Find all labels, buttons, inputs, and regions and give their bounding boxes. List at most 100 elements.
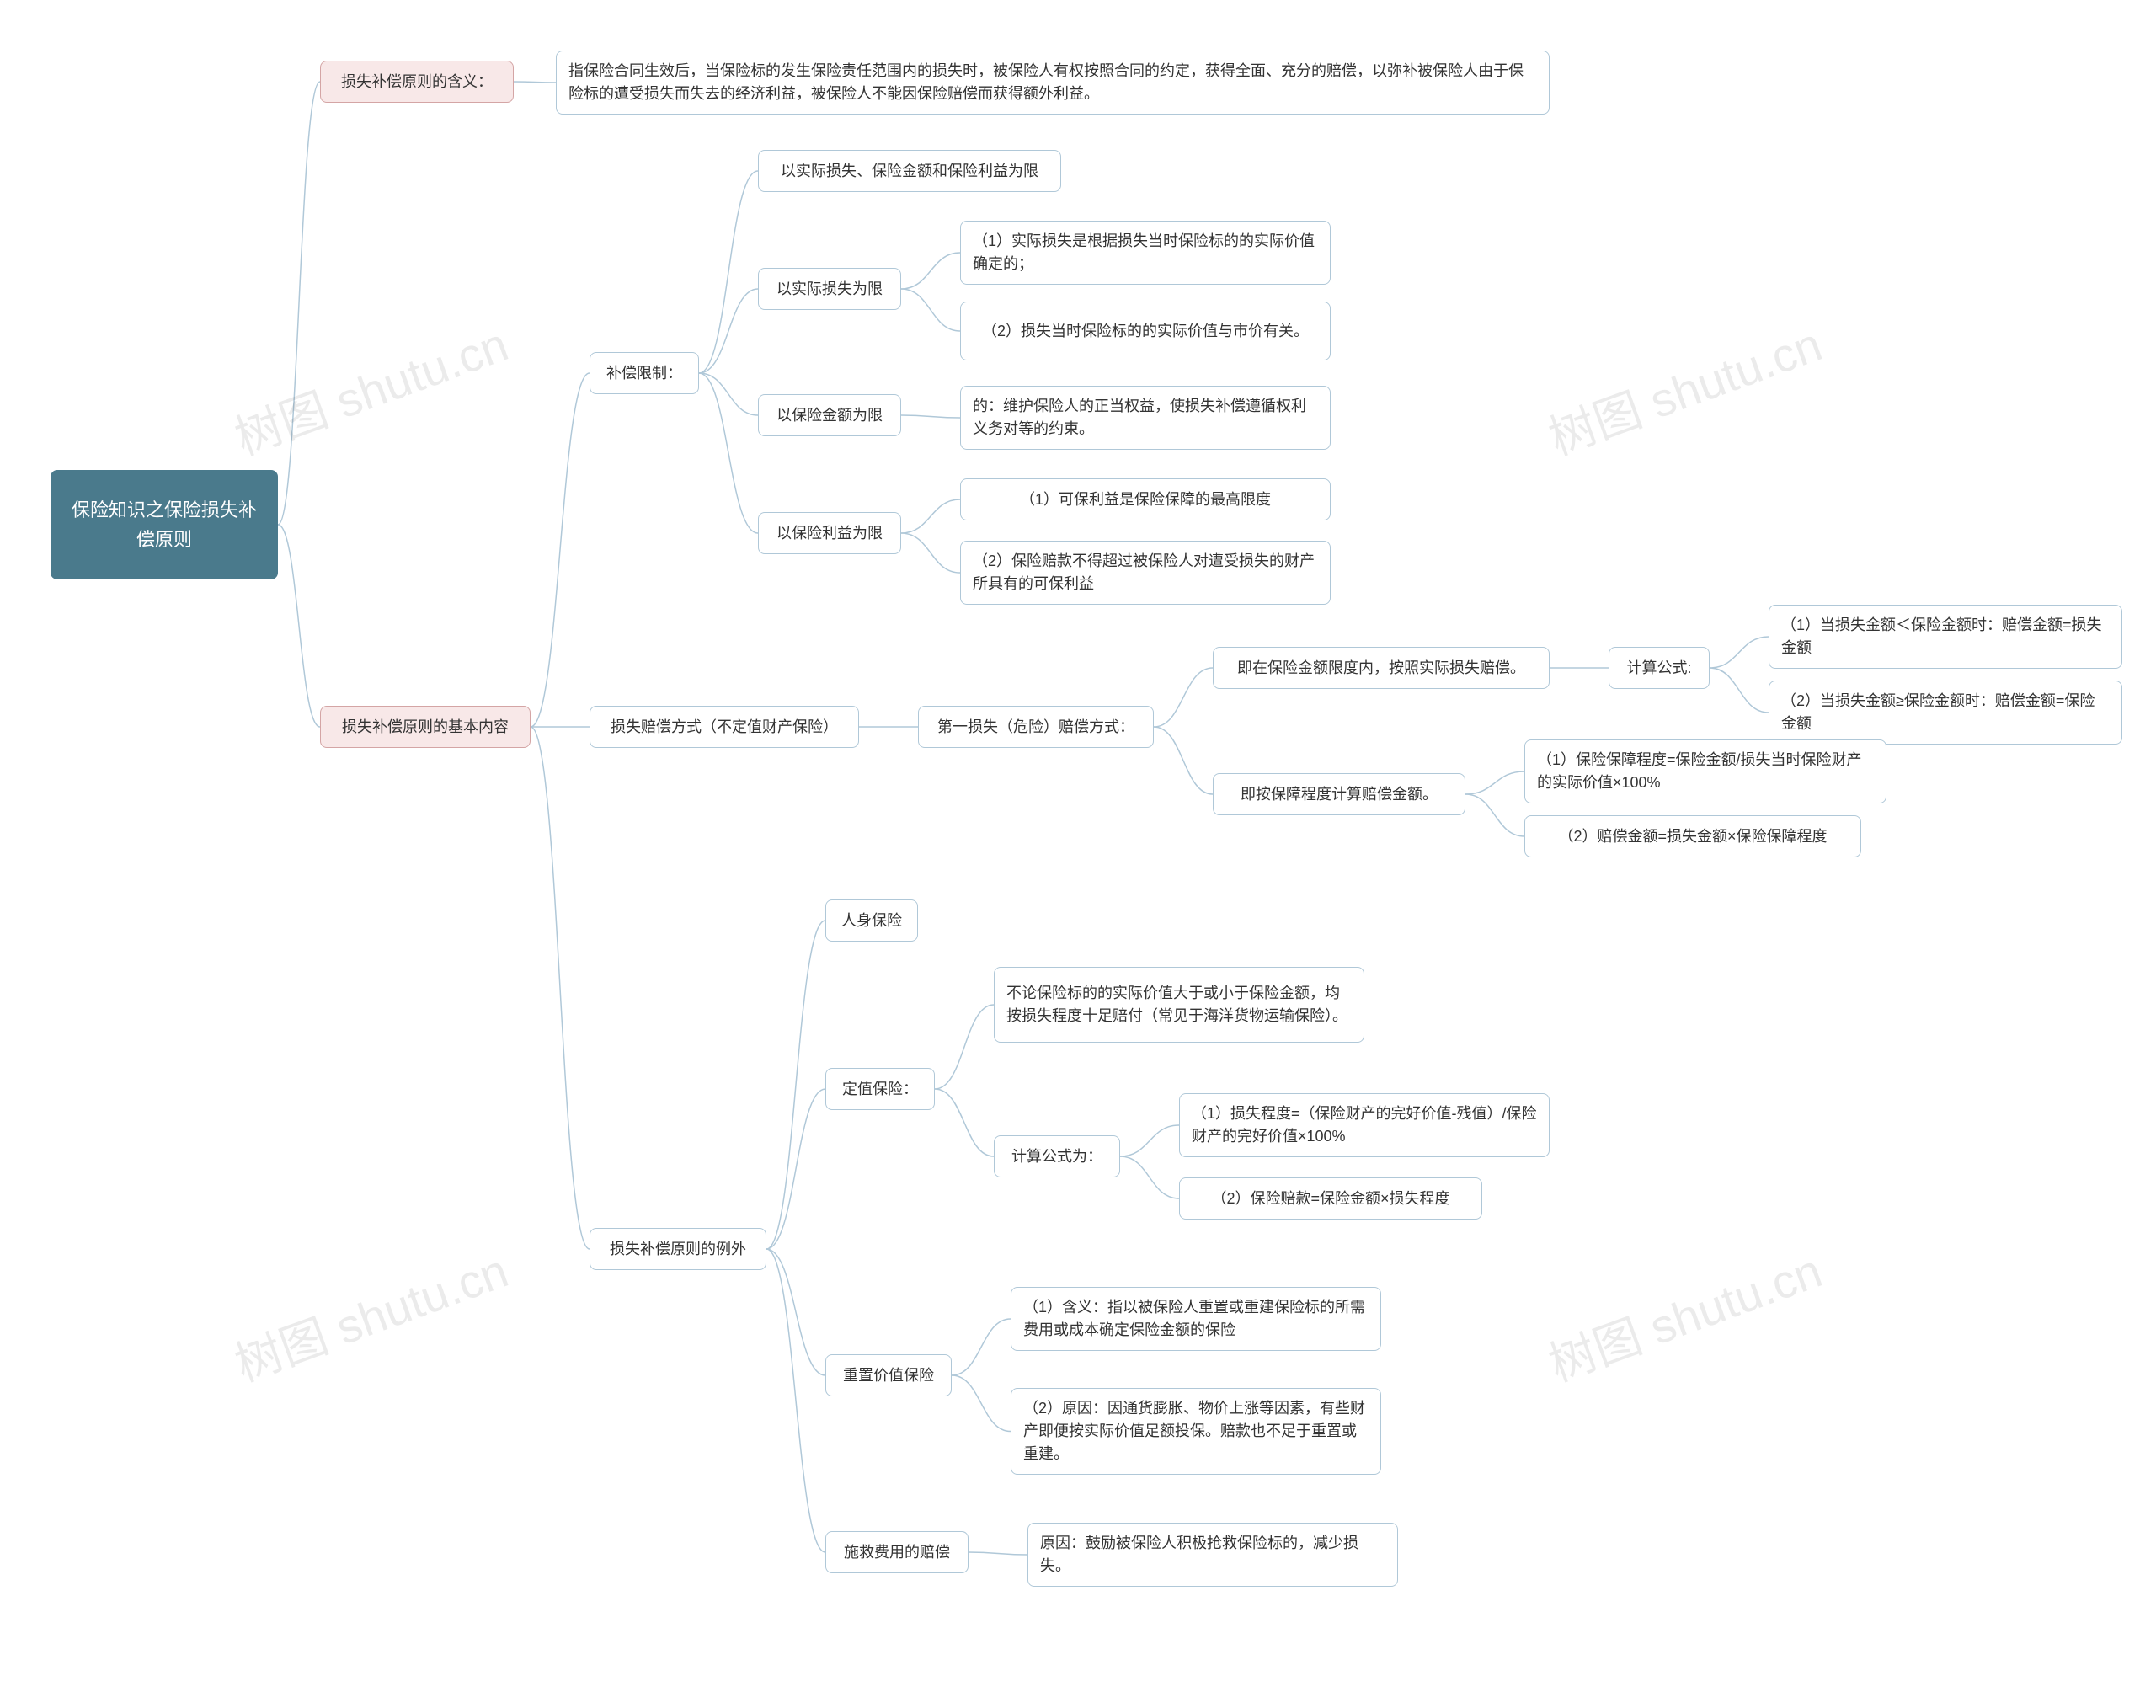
mindmap-node-c1d: 以保险利益为限: [758, 512, 901, 554]
edge: [699, 373, 758, 415]
edge: [766, 1249, 825, 1375]
node-label: （2）原因：因通货膨胀、物价上涨等因素，有些财产即便按实际价值足额投保。赔款也不…: [1023, 1397, 1369, 1465]
edge: [1154, 727, 1213, 794]
node-label: 计算公式为：: [1011, 1145, 1102, 1168]
edge: [531, 373, 590, 727]
node-label: （1）损失程度=（保险财产的完好价值-残值）/保险财产的完好价值×100%: [1192, 1102, 1537, 1148]
edge: [901, 253, 960, 289]
node-label: （2）保险赔款=保险金额×损失程度: [1211, 1188, 1449, 1210]
node-label: 以实际损失、保险金额和保险利益为限: [781, 160, 1038, 183]
node-label: （1）可保利益是保险保障的最高限度: [1020, 488, 1271, 511]
edge: [952, 1375, 1011, 1432]
edge: [935, 1005, 994, 1089]
edge: [766, 1249, 825, 1552]
mindmap-node-c1: 补偿限制：: [590, 352, 699, 394]
node-label: 以保险利益为限: [776, 522, 883, 545]
edge: [1465, 794, 1524, 836]
mindmap-node-c3b2b: （2）保险赔款=保险金额×损失程度: [1179, 1177, 1482, 1220]
mindmap-node-c3c1: （1）含义：指以被保险人重置或重建保险标的所需费用或成本确定保险金额的保险: [1011, 1287, 1381, 1351]
watermark: 树图 shutu.cn: [224, 307, 516, 468]
mindmap-node-c3: 损失补偿原则的例外: [590, 1228, 766, 1270]
edge: [1710, 668, 1769, 713]
node-label: 指保险合同生效后，当保险标的发生保险责任范围内的损失时，被保险人有权按照合同的约…: [568, 60, 1537, 105]
mindmap-node-c1c1: 的：维护保险人的正当权益，使损失补偿遵循权利义务对等的约束。: [960, 386, 1331, 450]
node-label: 重置价值保险: [843, 1364, 934, 1387]
mindmap-node-c2a1f1: （1）当损失金额＜保险金额时：赔偿金额=损失金额: [1769, 605, 2122, 669]
node-label: 损失补偿原则的例外: [610, 1238, 746, 1261]
edge: [514, 82, 556, 83]
node-label: （2）保险赔款不得超过被保险人对遭受损失的财产所具有的可保利益: [973, 550, 1318, 595]
edge: [699, 289, 758, 373]
edge: [1154, 668, 1213, 727]
edge: [531, 727, 590, 1249]
mindmap-node-c1b2: （2）损失当时保险标的的实际价值与市价有关。: [960, 302, 1331, 360]
mindmap-node-c2a2f1: （1）保险保障程度=保险金额/损失当时保险财产的实际价值×100%: [1524, 739, 1886, 803]
edge: [935, 1089, 994, 1156]
node-label: 补偿限制：: [606, 362, 682, 385]
node-label: 即按保障程度计算赔偿金额。: [1241, 783, 1438, 806]
node-label: （1）含义：指以被保险人重置或重建保险标的所需费用或成本确定保险金额的保险: [1023, 1296, 1369, 1342]
mindmap-node-b2: 损失补偿原则的基本内容: [320, 706, 531, 748]
edge: [901, 533, 960, 573]
node-label: 计算公式:: [1626, 657, 1691, 680]
watermark: 树图 shutu.cn: [224, 1233, 516, 1395]
node-label: 损失补偿原则的含义：: [341, 71, 493, 93]
mindmap-node-c3c2: （2）原因：因通货膨胀、物价上涨等因素，有些财产即便按实际价值足额投保。赔款也不…: [1011, 1388, 1381, 1475]
node-label: （1）当损失金额＜保险金额时：赔偿金额=损失金额: [1781, 614, 2110, 659]
node-label: （2）损失当时保险标的的实际价值与市价有关。: [982, 320, 1309, 343]
edge: [1710, 637, 1769, 668]
mindmap-node-c1c: 以保险金额为限: [758, 394, 901, 436]
mindmap-node-c1d2: （2）保险赔款不得超过被保险人对遭受损失的财产所具有的可保利益: [960, 541, 1331, 605]
edge: [1120, 1125, 1179, 1156]
mindmap-node-b1_desc: 指保险合同生效后，当保险标的发生保险责任范围内的损失时，被保险人有权按照合同的约…: [556, 51, 1550, 115]
mindmap-node-c1d1: （1）可保利益是保险保障的最高限度: [960, 478, 1331, 520]
watermark: 树图 shutu.cn: [1538, 307, 1830, 468]
node-label: 不论保险标的的实际价值大于或小于保险金额，均按损失程度十足赔付（常见于海洋货物运…: [1006, 982, 1352, 1027]
node-label: 即在保险金额限度内，按照实际损失赔偿。: [1237, 657, 1525, 680]
edge: [969, 1552, 1027, 1555]
node-label: 保险知识之保险损失补偿原则: [67, 495, 261, 554]
edge: [901, 289, 960, 331]
mindmap-node-root: 保险知识之保险损失补偿原则: [51, 470, 278, 579]
mindmap-node-c3b2a: （1）损失程度=（保险财产的完好价值-残值）/保险财产的完好价值×100%: [1179, 1093, 1550, 1157]
mindmap-node-c2a1f2: （2）当损失金额≥保险金额时：赔偿金额=保险金额: [1769, 681, 2122, 745]
node-label: 施救费用的赔偿: [844, 1541, 950, 1564]
mindmap-node-c3d: 施救费用的赔偿: [825, 1531, 969, 1573]
edge: [1465, 771, 1524, 794]
mindmap-node-c3a: 人身保险: [825, 899, 918, 942]
node-label: （2）当损失金额≥保险金额时：赔偿金额=保险金额: [1781, 690, 2110, 735]
node-label: 第一损失（危险）赔偿方式：: [937, 716, 1134, 739]
mindmap-node-c2: 损失赔偿方式（不定值财产保险）: [590, 706, 859, 748]
edge: [278, 525, 320, 727]
node-label: 以保险金额为限: [776, 404, 883, 427]
mindmap-node-c3b2: 计算公式为：: [994, 1135, 1120, 1177]
node-label: 原因：鼓励被保险人积极抢救保险标的，减少损失。: [1040, 1532, 1385, 1577]
mindmap-node-b1: 损失补偿原则的含义：: [320, 61, 514, 103]
node-label: 定值保险：: [842, 1078, 918, 1101]
mindmap-node-c2a2f2: （2）赔偿金额=损失金额×保险保障程度: [1524, 815, 1861, 857]
node-label: （2）赔偿金额=损失金额×保险保障程度: [1558, 825, 1827, 848]
edge: [699, 373, 758, 533]
edge: [1120, 1156, 1179, 1198]
edge: [278, 82, 320, 525]
edge: [766, 1089, 825, 1249]
edge: [901, 415, 960, 418]
node-label: 损失补偿原则的基本内容: [342, 716, 509, 739]
node-label: （1）实际损失是根据损失当时保险标的的实际价值确定的；: [973, 230, 1318, 275]
edge: [952, 1319, 1011, 1375]
mindmap-node-c2a2: 即按保障程度计算赔偿金额。: [1213, 773, 1465, 815]
edge: [901, 499, 960, 533]
edge: [699, 171, 758, 373]
watermark: 树图 shutu.cn: [1538, 1233, 1830, 1395]
mindmap-node-c2a: 第一损失（危险）赔偿方式：: [918, 706, 1154, 748]
mindmap-node-c1b1: （1）实际损失是根据损失当时保险标的的实际价值确定的；: [960, 221, 1331, 285]
mindmap-node-c3b1: 不论保险标的的实际价值大于或小于保险金额，均按损失程度十足赔付（常见于海洋货物运…: [994, 967, 1364, 1043]
mindmap-node-c3b: 定值保险：: [825, 1068, 935, 1110]
mindmap-node-c3d1: 原因：鼓励被保险人积极抢救保险标的，减少损失。: [1027, 1523, 1398, 1587]
mindmap-node-c2a1f: 计算公式:: [1609, 647, 1710, 689]
node-label: 人身保险: [841, 910, 902, 932]
mindmap-node-c3c: 重置价值保险: [825, 1354, 952, 1396]
node-label: 以实际损失为限: [776, 278, 883, 301]
node-label: 的：维护保险人的正当权益，使损失补偿遵循权利义务对等的约束。: [973, 395, 1318, 440]
mindmap-node-c1a: 以实际损失、保险金额和保险利益为限: [758, 150, 1061, 192]
